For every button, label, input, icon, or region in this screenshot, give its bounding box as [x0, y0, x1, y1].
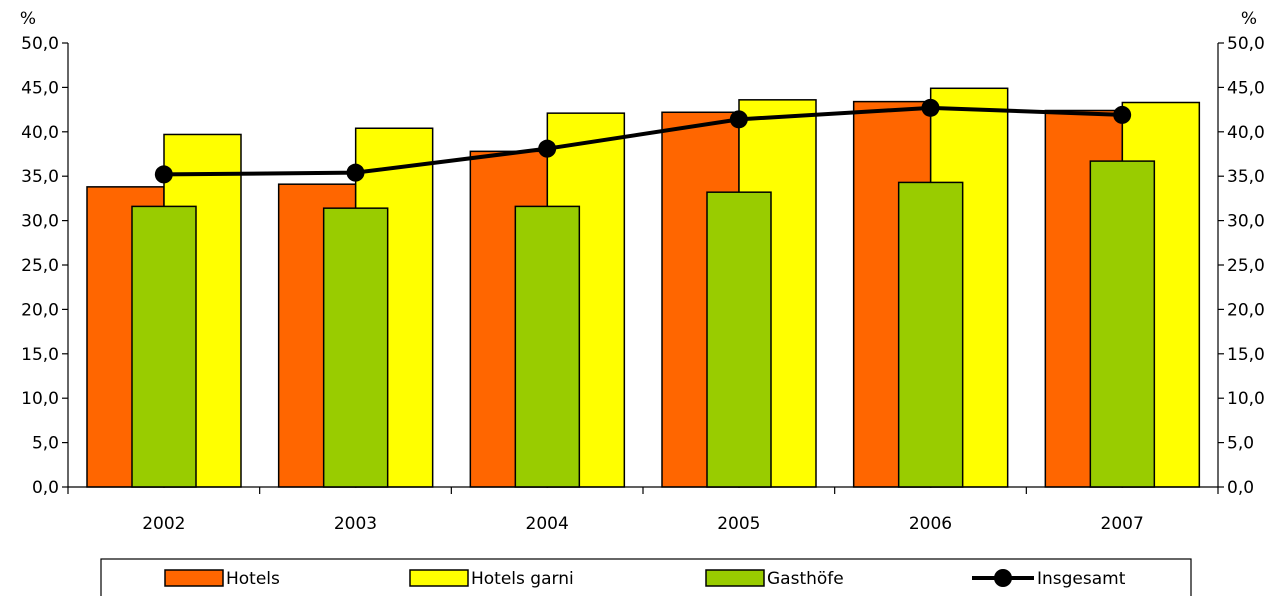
- point-insgesamt-2003: [346, 163, 365, 182]
- x-tick-label: 2007: [1101, 514, 1144, 534]
- y-tick-label-left: 45,0: [21, 78, 59, 98]
- y-tick-label-right: 40,0: [1227, 123, 1265, 143]
- y-tick-label-left: 10,0: [21, 389, 59, 409]
- y-tick-label-left: 40,0: [21, 123, 59, 143]
- y-tick-label-right: 35,0: [1227, 167, 1265, 187]
- y-tick-label-right: 45,0: [1227, 78, 1265, 98]
- y-tick-label-left: 20,0: [21, 300, 59, 320]
- y-tick-label-left: 5,0: [32, 434, 59, 454]
- line-insgesamt: [163, 105, 1123, 177]
- x-tick-label: 2002: [142, 514, 185, 534]
- bar-gasthoefe-2005: [706, 191, 772, 488]
- y-tick-label-right: 5,0: [1227, 434, 1254, 454]
- y-tick-label-right: 15,0: [1227, 345, 1265, 365]
- bar-gasthoefe-2007: [1089, 160, 1156, 488]
- y-tick-label-right: 20,0: [1227, 300, 1265, 320]
- bar-gasthoefe-2004: [514, 205, 581, 488]
- y-tick-label-left: 35,0: [21, 167, 59, 187]
- legend-swatch-hotels-garni: [409, 569, 469, 587]
- bar-gasthoefe-2006: [897, 181, 964, 488]
- point-insgesamt-2002: [154, 165, 173, 184]
- legend-marker-insgesamt: [994, 569, 1012, 587]
- x-tick-label: 2005: [717, 514, 760, 534]
- point-insgesamt-2005: [729, 110, 748, 129]
- y-axis-label-right: %: [1241, 9, 1257, 29]
- y-tick-label-left: 0,0: [32, 478, 59, 498]
- line-layer: [154, 98, 1132, 184]
- y-tick-label-left: 50,0: [21, 34, 59, 54]
- axes-layer: 0,0 0,0 5,0 5,0 10,0 10,0 15,0 15,0 20,0 20,0 25,0…: [21, 34, 1265, 534]
- y-tick-label-right: 50,0: [1227, 34, 1265, 54]
- legend-label-insgesamt: Insgesamt: [1037, 569, 1126, 589]
- legend-swatch-hotels: [164, 569, 224, 587]
- y-tick-label-right: 0,0: [1227, 478, 1254, 498]
- y-axis-label-left: %: [20, 9, 36, 29]
- bar-gasthoefe-2003: [322, 207, 389, 488]
- x-tick-label: 2004: [526, 514, 569, 534]
- bars-layer: [86, 87, 1201, 488]
- bar-gasthoefe-2002: [131, 205, 197, 488]
- y-tick-label-right: 25,0: [1227, 256, 1265, 276]
- y-tick-label-left: 25,0: [21, 256, 59, 276]
- x-tick-label: 2003: [334, 514, 377, 534]
- point-insgesamt-2004: [538, 139, 557, 158]
- legend-label-hotels-garni: Hotels garni: [471, 569, 574, 589]
- legend-label-hotels: Hotels: [226, 569, 280, 589]
- y-tick-label-left: 15,0: [21, 345, 59, 365]
- legend-label-gasthoefe: Gasthöfe: [767, 569, 844, 589]
- point-insgesamt-2007: [1113, 105, 1132, 124]
- legend: Hotels Hotels garni Gasthöfe Insgesamt: [100, 558, 1192, 596]
- point-insgesamt-2006: [921, 98, 940, 117]
- y-tick-label-right: 30,0: [1227, 212, 1265, 232]
- y-tick-label-right: 10,0: [1227, 389, 1265, 409]
- x-tick-label: 2006: [909, 514, 952, 534]
- y-tick-label-left: 30,0: [21, 212, 59, 232]
- legend-swatch-gasthoefe: [705, 569, 765, 587]
